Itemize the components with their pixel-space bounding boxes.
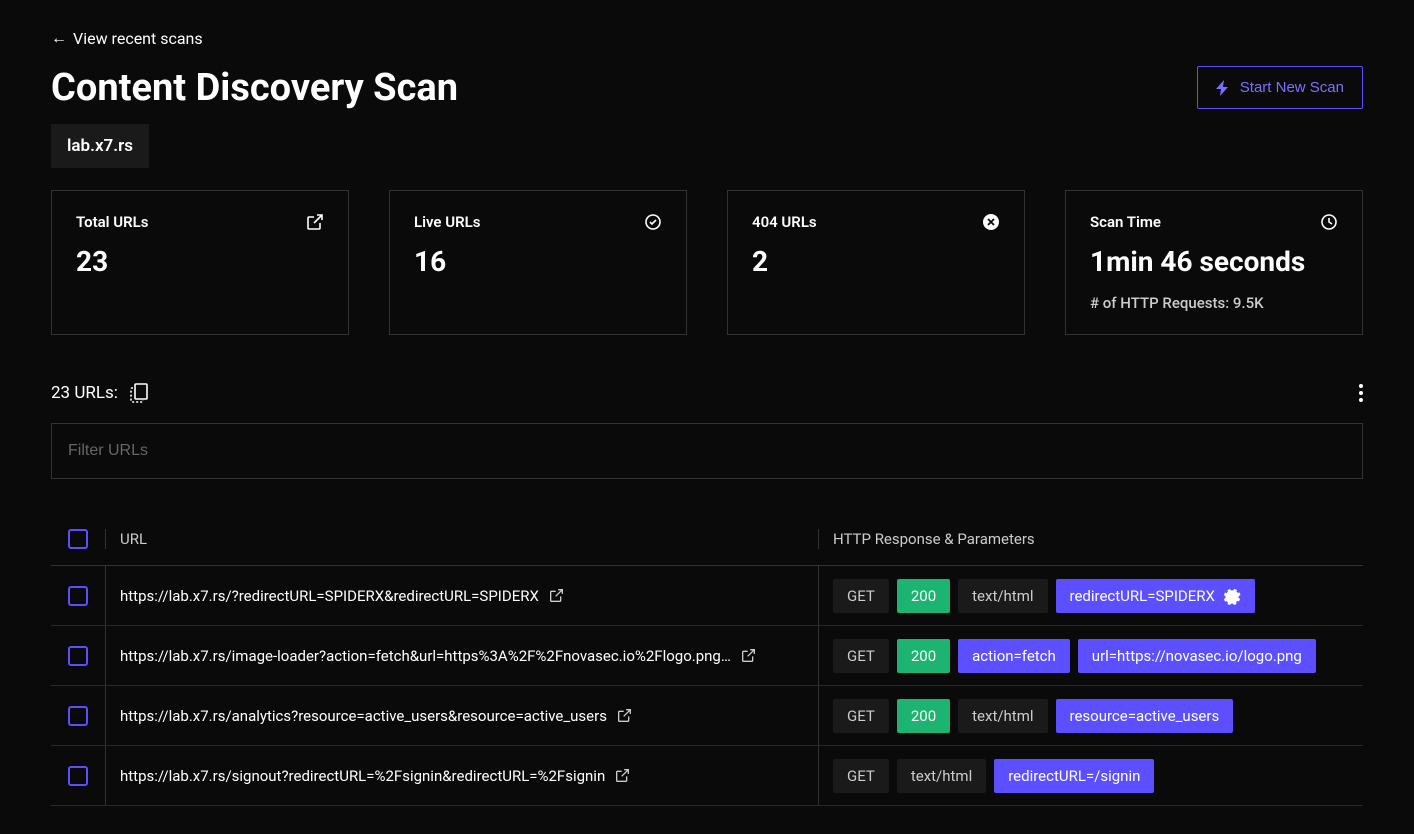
- method-chip: GET: [833, 639, 889, 673]
- row-checkbox[interactable]: [68, 646, 88, 666]
- header-resp: HTTP Response & Parameters: [818, 529, 1363, 549]
- x-circle-icon: [982, 213, 1000, 231]
- stat-card: Scan Time 1min 46 seconds # of HTTP Reques…: [1065, 190, 1363, 335]
- stat-value: 16: [414, 245, 662, 278]
- select-all-checkbox[interactable]: [68, 529, 88, 549]
- row-checkbox[interactable]: [68, 586, 88, 606]
- stat-label: Live URLs: [414, 213, 480, 231]
- stat-label: 404 URLs: [752, 213, 817, 231]
- table-row: https://lab.x7.rs/signout?redirectURL=%2…: [51, 746, 1363, 806]
- param-chip[interactable]: resource=active_users: [1056, 699, 1234, 733]
- row-checkbox[interactable]: [68, 706, 88, 726]
- content-type-chip: text/html: [958, 699, 1047, 733]
- clock-icon: [1320, 213, 1338, 231]
- method-chip: GET: [833, 759, 889, 793]
- status-chip: 200: [897, 579, 950, 613]
- url-count-label: 23 URLs:: [51, 383, 118, 403]
- open-in-new-icon[interactable]: [741, 648, 756, 663]
- stat-value: 2: [752, 245, 1000, 278]
- domain-chip: lab.x7.rs: [51, 124, 149, 168]
- table-row: https://lab.x7.rs/analytics?resource=act…: [51, 686, 1363, 746]
- param-chip[interactable]: action=fetch: [958, 639, 1070, 673]
- stat-label: Scan Time: [1090, 213, 1161, 231]
- open-in-new-icon: [306, 213, 324, 231]
- open-in-new-icon[interactable]: [549, 588, 564, 603]
- page-title: Content Discovery Scan: [51, 66, 458, 110]
- method-chip: GET: [833, 699, 889, 733]
- more-vert-icon[interactable]: [1359, 384, 1363, 402]
- lightning-icon: [1216, 80, 1230, 96]
- back-link-label: View recent scans: [73, 29, 203, 48]
- open-in-new-icon[interactable]: [615, 768, 630, 783]
- method-chip: GET: [833, 579, 889, 613]
- url-text[interactable]: https://lab.x7.rs/analytics?resource=act…: [120, 707, 607, 725]
- content-type-chip: text/html: [897, 759, 986, 793]
- stat-card: Total URLs 23: [51, 190, 349, 335]
- status-chip: 200: [897, 639, 950, 673]
- start-scan-label: Start New Scan: [1240, 79, 1344, 96]
- stat-card: 404 URLs 2: [727, 190, 1025, 335]
- copy-icon[interactable]: [130, 383, 148, 403]
- table-header: URL HTTP Response & Parameters: [51, 513, 1363, 566]
- table-row: https://lab.x7.rs/image-loader?action=fe…: [51, 626, 1363, 686]
- stat-subtext: # of HTTP Requests: 9.5K: [1090, 294, 1338, 312]
- back-link[interactable]: ← View recent scans: [51, 28, 203, 48]
- param-chip[interactable]: url=https://novasec.io/logo.png: [1078, 639, 1316, 673]
- status-chip: 200: [897, 699, 950, 733]
- url-text[interactable]: https://lab.x7.rs/signout?redirectURL=%2…: [120, 767, 605, 785]
- content-type-chip: text/html: [958, 579, 1047, 613]
- stat-value: 1min 46 seconds: [1090, 245, 1338, 278]
- stat-value: 23: [76, 245, 324, 278]
- arrow-left-icon: ←: [51, 28, 67, 48]
- url-text[interactable]: https://lab.x7.rs/image-loader?action=fe…: [120, 647, 731, 665]
- table-row: https://lab.x7.rs/?redirectURL=SPIDERX&r…: [51, 566, 1363, 626]
- stat-label: Total URLs: [76, 213, 149, 231]
- param-chip[interactable]: redirectURL=/signin: [994, 759, 1154, 793]
- gear-icon: [1223, 587, 1241, 605]
- check-circle-icon: [644, 213, 662, 231]
- param-chip[interactable]: redirectURL=SPIDERX: [1056, 579, 1255, 613]
- row-checkbox[interactable]: [68, 766, 88, 786]
- open-in-new-icon[interactable]: [617, 708, 632, 723]
- start-scan-button[interactable]: Start New Scan: [1197, 66, 1363, 109]
- url-text[interactable]: https://lab.x7.rs/?redirectURL=SPIDERX&r…: [120, 587, 539, 605]
- header-url: URL: [105, 529, 818, 549]
- stat-card: Live URLs 16: [389, 190, 687, 335]
- filter-input[interactable]: [51, 423, 1363, 479]
